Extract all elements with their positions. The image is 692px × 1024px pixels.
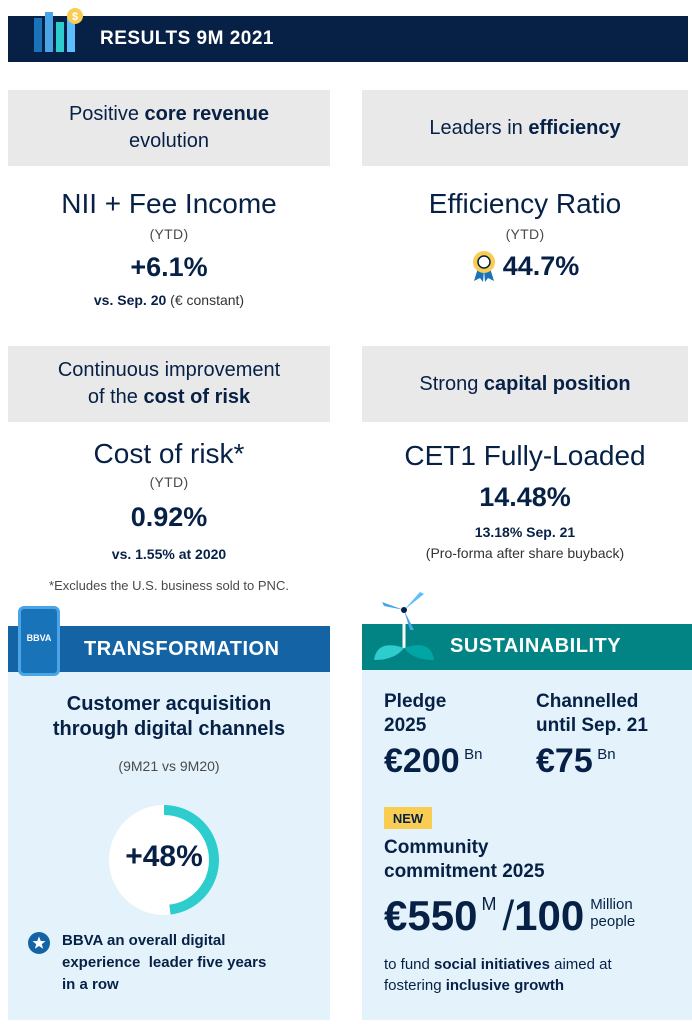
- efficiency-heading: Leaders in efficiency: [362, 90, 688, 166]
- page-title: RESULTS 9M 2021: [100, 28, 274, 49]
- efficiency-value: 44.7%: [502, 250, 580, 281]
- heading-text: Positive: [68, 103, 145, 125]
- amount-slash: /: [502, 892, 515, 939]
- channelled-unit: Bn: [597, 746, 616, 763]
- award-line3: in a row: [62, 976, 119, 993]
- star-badge-icon: [28, 932, 50, 954]
- community-label-line1: Community: [384, 837, 489, 858]
- nii-fee-ytd: (YTD): [149, 226, 189, 242]
- period-label: (9M21 vs 9M20): [118, 758, 220, 774]
- bar-chart-coin-icon: $: [34, 8, 83, 52]
- community-value: €550: [384, 892, 478, 939]
- cet1-title: CET1 Fully-Loaded: [404, 440, 646, 471]
- cost-of-risk-title: Cost of risk*: [93, 438, 245, 469]
- cost-of-risk-heading: Continuous improvement of the cost of ri…: [8, 346, 330, 422]
- community-unit: M: [481, 894, 497, 914]
- svg-text:$: $: [72, 11, 78, 23]
- sustainability-title: SUSTAINABILITY: [450, 635, 622, 657]
- channelled-value: €75: [536, 742, 593, 780]
- transformation-title: TRANSFORMATION: [84, 638, 280, 660]
- progress-ring: [109, 805, 219, 915]
- phone-bbva-label: BBVA: [26, 633, 52, 643]
- pledge-label: Pledge 2025: [384, 690, 446, 738]
- cost-of-risk-ytd: (YTD): [149, 474, 189, 490]
- heading-text: Leaders in: [429, 116, 529, 139]
- efficiency-value-row: 44.7%: [362, 250, 688, 282]
- heading-bold-text: efficiency: [528, 116, 621, 139]
- people-unit-line1: Million: [590, 896, 633, 913]
- nii-fee-value: +6.1%: [130, 252, 208, 282]
- heading-bold-text: capital position: [483, 372, 631, 395]
- channelled-label-line1: Channelled: [536, 691, 639, 712]
- transformation-bar: [8, 626, 330, 672]
- award-medal-icon: [472, 251, 495, 282]
- nii-fee-title: NII + Fee Income: [61, 188, 277, 219]
- pledge-label-line2: 2025: [384, 715, 427, 736]
- pledge-label-line1: Pledge: [384, 691, 447, 712]
- efficiency-ytd: (YTD): [505, 226, 545, 242]
- cost-of-risk-note: vs. 1.55% at 2020: [111, 546, 227, 562]
- text-mid: aimed at: [549, 956, 612, 973]
- customer-acquisition-heading: Customer acquisition through digital cha…: [8, 692, 330, 742]
- nii-fee-note: vs. Sep. 20 (€ constant): [8, 292, 330, 308]
- pledge-unit: Bn: [464, 746, 483, 763]
- heading-bold-text: core revenue: [144, 103, 270, 125]
- social-initiatives-text: to fund social initiatives aimed at fost…: [384, 954, 684, 996]
- digital-leader-text: BBVA an overall digital experience leade…: [62, 930, 266, 996]
- cet1-note-proforma: (Pro-forma after share buyback): [425, 545, 625, 561]
- footnote: *Excludes the U.S. business sold to PNC.: [49, 578, 289, 593]
- heading-text: of the: [87, 386, 144, 408]
- heading-line1: Customer acquisition: [66, 693, 272, 715]
- new-badge: NEW: [384, 807, 432, 829]
- progress-ring-arc: [109, 805, 219, 915]
- heading-text: Strong: [419, 372, 484, 395]
- sustainability-panel: [362, 670, 692, 1020]
- cet1-value: 14.48%: [479, 482, 571, 512]
- phone-icon: [18, 606, 60, 676]
- core-revenue-heading: Positive core revenue evolution: [8, 90, 330, 166]
- text-bold-1: social initiatives: [434, 956, 550, 973]
- heading-text-line1: Continuous improvement: [57, 359, 281, 381]
- community-label: Community commitment 2025: [384, 836, 545, 884]
- pledge-value: €200: [384, 742, 460, 780]
- channelled-label-line2: until Sep. 21: [536, 715, 648, 736]
- customer-acquisition-value: +48%: [125, 840, 203, 873]
- people-unit-line2: people: [590, 913, 636, 930]
- efficiency-title: Efficiency Ratio: [428, 188, 622, 219]
- text-pre: to fund: [384, 956, 435, 973]
- community-amounts: €550 M / 100 Million people: [384, 892, 635, 940]
- capital-heading: Strong capital position: [362, 346, 688, 422]
- channelled-label: Channelled until Sep. 21: [536, 690, 648, 738]
- heading-line2: through digital channels: [52, 718, 286, 740]
- header-bar: [8, 16, 688, 62]
- note-rest: (€ constant): [166, 292, 245, 308]
- note-bold: vs. Sep. 20: [93, 292, 167, 308]
- cet1-note: 13.18% Sep. 21: [474, 524, 576, 540]
- text-line2-pre: fostering: [384, 977, 446, 994]
- award-line1: BBVA an overall digital: [62, 932, 226, 949]
- heading-bold-text: cost of risk: [143, 386, 251, 408]
- cost-of-risk-value: 0.92%: [130, 502, 208, 532]
- pledge-amount: €200 Bn: [384, 742, 482, 781]
- people-value: 100: [514, 892, 585, 939]
- heading-text-line2: evolution: [128, 130, 210, 152]
- people-unit: Million people: [590, 896, 635, 930]
- award-line2: experience leader five years: [62, 954, 267, 971]
- channelled-amount: €75 Bn: [536, 742, 616, 781]
- text-bold-2: inclusive growth: [445, 977, 565, 994]
- wind-turbine-plant-icon: [374, 592, 434, 660]
- community-label-line2: commitment 2025: [384, 861, 545, 882]
